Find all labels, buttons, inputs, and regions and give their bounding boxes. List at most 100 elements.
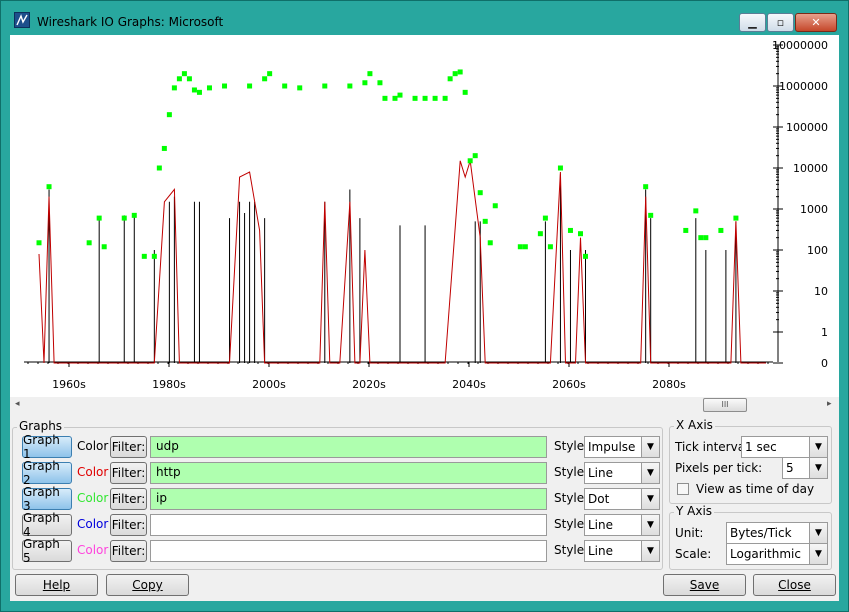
view-time-of-day-checkbox[interactable] [677, 483, 689, 495]
y-tick-label: 100 [807, 244, 828, 257]
filter-button[interactable]: Filter: [110, 462, 147, 484]
style-select[interactable]: Line ▼ [584, 514, 660, 536]
filter-button[interactable]: Filter: [110, 488, 147, 510]
style-value: Line [588, 466, 614, 480]
graph-toggle-button[interactable]: Graph 4 [22, 511, 72, 539]
ip-dot-point [487, 240, 493, 246]
io-graph-plot[interactable]: 10000000 1000000 100000 10000 1000 100 10 1 0 196… [10, 35, 839, 397]
title-bar[interactable]: Wireshark IO Graphs: Microsoft ▁ ▫ ✕ [1, 1, 848, 35]
minimize-button[interactable]: ▁ [739, 13, 766, 32]
graph-color-label[interactable]: Color [77, 439, 109, 453]
x-tick-label: 2040s [452, 378, 486, 391]
scrollbar-thumb[interactable]: III [703, 398, 747, 412]
chevron-down-icon: ▼ [641, 515, 659, 535]
scroll-right-icon[interactable]: ▸ [827, 399, 832, 409]
ip-dot-point [96, 215, 102, 221]
scroll-left-icon[interactable]: ◂ [15, 399, 20, 409]
graph-toggle-button[interactable]: Graph 2 [22, 459, 72, 487]
filter-input[interactable]: http [150, 462, 547, 484]
unit-value: Bytes/Tick [730, 526, 792, 540]
ip-dot-point [557, 165, 563, 171]
y-axis-group: Y Axis [669, 504, 832, 570]
filter-button[interactable]: Filter: [110, 514, 147, 536]
ip-dot-point [367, 71, 373, 77]
ip-dot-point [101, 244, 107, 250]
scale-select[interactable]: Logarithmic ▼ [726, 543, 828, 565]
style-value: Line [588, 518, 614, 532]
graph-toggle-button[interactable]: Graph 5 [22, 537, 72, 565]
ip-dot-point [397, 92, 403, 98]
ip-dot-point [577, 231, 583, 237]
ip-dot-point [422, 95, 428, 101]
filter-button[interactable]: Filter: [110, 436, 147, 458]
style-select[interactable]: Impulse ▼ [584, 436, 660, 458]
pixels-per-tick-select[interactable]: 5 ▼ [782, 457, 828, 479]
tick-interval-value: 1 sec [745, 440, 777, 454]
x-tick-label: 2000s [252, 378, 286, 391]
chevron-down-icon: ▼ [809, 437, 827, 457]
ip-dot-point [703, 235, 709, 241]
x-tick-label: 1980s [152, 378, 186, 391]
pixels-per-tick-label: Pixels per tick: [675, 461, 763, 475]
chevron-down-icon: ▼ [809, 523, 827, 543]
ip-dot-point [131, 212, 137, 218]
filter-button[interactable]: Filter: [110, 540, 147, 562]
chevron-down-icon: ▼ [641, 489, 659, 509]
copy-button[interactable]: Copy [106, 574, 189, 596]
ip-dot-point [567, 227, 573, 233]
chevron-down-icon: ▼ [809, 544, 827, 564]
unit-select[interactable]: Bytes/Tick ▼ [726, 522, 828, 544]
x-tick-label: 1960s [52, 378, 86, 391]
y-tick-label: 1000 [800, 203, 828, 216]
help-button[interactable]: Help [15, 574, 98, 596]
ip-dot-point [482, 218, 488, 224]
wireshark-app-icon [14, 12, 30, 28]
graph-scrollbar[interactable]: ◂ III ▸ [10, 397, 839, 414]
copy-button-label: Copy [132, 578, 163, 592]
graph-color-label[interactable]: Color [77, 543, 109, 557]
maximize-button[interactable]: ▫ [767, 13, 794, 32]
ip-dot-point [412, 95, 418, 101]
ip-dot-point [297, 85, 303, 91]
filter-input[interactable]: udp [150, 436, 547, 458]
ip-dot-point [46, 184, 52, 190]
ip-dot-point [362, 80, 368, 86]
ip-dot-point [733, 215, 739, 221]
filter-input[interactable] [150, 540, 547, 562]
x-axis-group: X Axis [669, 418, 832, 504]
ip-dot-point [186, 76, 192, 82]
save-button-label: Save [689, 578, 720, 592]
graph-toggle-button[interactable]: Graph 3 [22, 485, 72, 513]
style-select[interactable]: Line ▼ [584, 462, 660, 484]
ip-dot-point [347, 83, 353, 89]
unit-label: Unit: [675, 526, 704, 540]
filter-input[interactable] [150, 514, 547, 536]
ip-dot-point [181, 71, 187, 77]
scale-label: Scale: [675, 547, 712, 561]
y-tick-label: 10 [814, 285, 828, 298]
graph-color-label[interactable]: Color [77, 465, 109, 479]
chevron-down-icon: ▼ [641, 541, 659, 561]
save-button[interactable]: Save [663, 574, 746, 596]
graph-toggle-button[interactable]: Graph 1 [22, 433, 72, 461]
ip-dot-point [222, 83, 228, 89]
x-tick-label: 2080s [652, 378, 686, 391]
ip-dot-point [141, 253, 147, 259]
ip-dot-point [322, 83, 328, 89]
ip-dot-point [262, 76, 268, 82]
ip-dot-point [643, 184, 649, 190]
tick-interval-select[interactable]: 1 sec ▼ [741, 436, 828, 458]
ip-dot-point [683, 227, 689, 233]
close-window-button[interactable]: ✕ [795, 13, 837, 32]
graph-color-label[interactable]: Color [77, 491, 109, 505]
filter-input[interactable]: ip [150, 488, 547, 510]
ip-dot-point [457, 69, 463, 75]
style-select[interactable]: Line ▼ [584, 540, 660, 562]
graphs-group-label: Graphs [17, 419, 65, 433]
x-tick-label: 2020s [352, 378, 386, 391]
view-time-of-day-label[interactable]: View as time of day [696, 482, 815, 496]
graph-color-label[interactable]: Color [77, 517, 109, 531]
close-button[interactable]: Close [753, 574, 836, 596]
style-select[interactable]: Dot ▼ [584, 488, 660, 510]
style-label: Style: [554, 543, 589, 557]
